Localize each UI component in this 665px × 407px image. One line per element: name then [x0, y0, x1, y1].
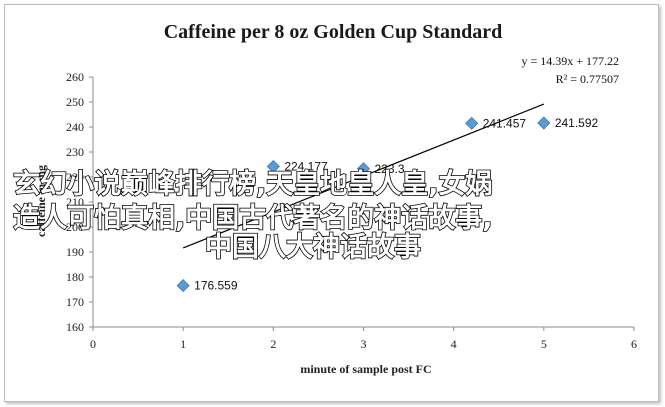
y-tick-label: 170 — [66, 295, 84, 309]
data-label: 223.3 — [375, 162, 405, 176]
x-tick-label: 4 — [451, 337, 457, 351]
y-tick-label: 260 — [66, 70, 84, 84]
data-label: 241.592 — [555, 116, 599, 130]
y-tick-label: 200 — [66, 220, 84, 234]
x-tick-label: 0 — [90, 337, 96, 351]
trendline-equation: y = 14.39x + 177.22 — [521, 54, 619, 68]
chart-frame: Caffeine per 8 oz Golden Cup Standard 16… — [4, 4, 659, 402]
overlay-line-2: 造人可怕真相,中国古代著名的神话故事, — [13, 202, 493, 234]
x-tick-label: 5 — [541, 337, 547, 351]
overlay-caption: 玄幻小说巅峰排行榜,天皇地皇人皇,女娲 造人可怕真相,中国古代著名的神话故事, … — [12, 167, 493, 264]
data-label: 224.177 — [284, 160, 328, 174]
plot-area: 160 170 180 190 200 210 220 230 240 250 260 0 1 2 3 4 5 6… — [66, 70, 637, 351]
x-tick-label: 2 — [270, 337, 276, 351]
x-axis-title: minute of sample post FC — [300, 362, 431, 376]
overlay-line-1: 玄幻小说巅峰排行榜,天皇地皇人皇,女娲 — [13, 168, 493, 200]
trendline-r-squared: R² = 0.77507 — [556, 72, 619, 86]
data-point — [465, 116, 479, 130]
y-tick-label: 210 — [66, 195, 84, 209]
scatter-chart: Caffeine per 8 oz Golden Cup Standard 16… — [12, 21, 637, 376]
y-tick-label: 160 — [66, 320, 84, 334]
data-label: 241.457 — [483, 116, 527, 130]
data-point — [266, 159, 280, 174]
y-tick-label: 240 — [66, 120, 84, 134]
y-tick-label: 220 — [66, 170, 84, 184]
y-tick-label: 250 — [66, 95, 84, 109]
y-tick-label: 230 — [66, 145, 84, 159]
y-tick-label: 180 — [66, 270, 84, 284]
x-tick-label: 3 — [361, 337, 367, 351]
x-tick-label: 1 — [180, 337, 186, 351]
data-point — [176, 279, 190, 293]
data-point — [356, 162, 371, 176]
x-tick-label: 6 — [631, 337, 637, 351]
chart-title: Caffeine per 8 oz Golden Cup Standard — [164, 21, 503, 43]
data-point — [537, 116, 551, 130]
y-tick-label: 190 — [66, 245, 84, 259]
overlay-line-3: 中国八大神话故事 — [205, 232, 421, 263]
data-label: 176.559 — [194, 279, 238, 293]
y-axis-title: caffeine in mg — [34, 165, 48, 237]
trendline — [182, 103, 545, 249]
